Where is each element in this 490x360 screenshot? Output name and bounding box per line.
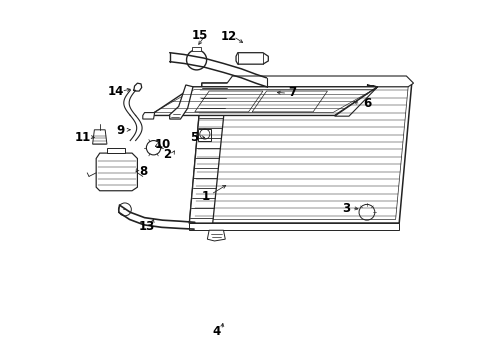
Polygon shape (190, 83, 227, 223)
Text: 11: 11 (75, 131, 91, 144)
Polygon shape (207, 230, 225, 241)
Polygon shape (202, 76, 414, 87)
Polygon shape (190, 83, 412, 223)
Polygon shape (236, 53, 269, 64)
Text: 12: 12 (220, 30, 237, 43)
Polygon shape (150, 87, 378, 116)
Text: 15: 15 (192, 29, 208, 42)
Text: 14: 14 (108, 85, 124, 98)
Text: 10: 10 (155, 138, 172, 151)
Polygon shape (96, 153, 137, 191)
Polygon shape (93, 130, 107, 144)
Text: 6: 6 (363, 97, 371, 110)
Text: 2: 2 (163, 148, 171, 161)
Polygon shape (143, 113, 155, 119)
Polygon shape (190, 223, 399, 230)
Text: 5: 5 (190, 131, 198, 144)
Text: 13: 13 (138, 220, 154, 233)
Polygon shape (335, 85, 378, 116)
Polygon shape (170, 85, 193, 119)
Circle shape (119, 203, 131, 216)
Polygon shape (107, 148, 125, 153)
Bar (192, 46, 201, 51)
Text: 8: 8 (139, 165, 147, 178)
Text: 7: 7 (288, 86, 296, 99)
Polygon shape (198, 129, 211, 140)
Text: 9: 9 (117, 124, 124, 137)
Text: 4: 4 (212, 325, 220, 338)
Text: 3: 3 (342, 202, 350, 215)
Text: 1: 1 (201, 190, 210, 203)
